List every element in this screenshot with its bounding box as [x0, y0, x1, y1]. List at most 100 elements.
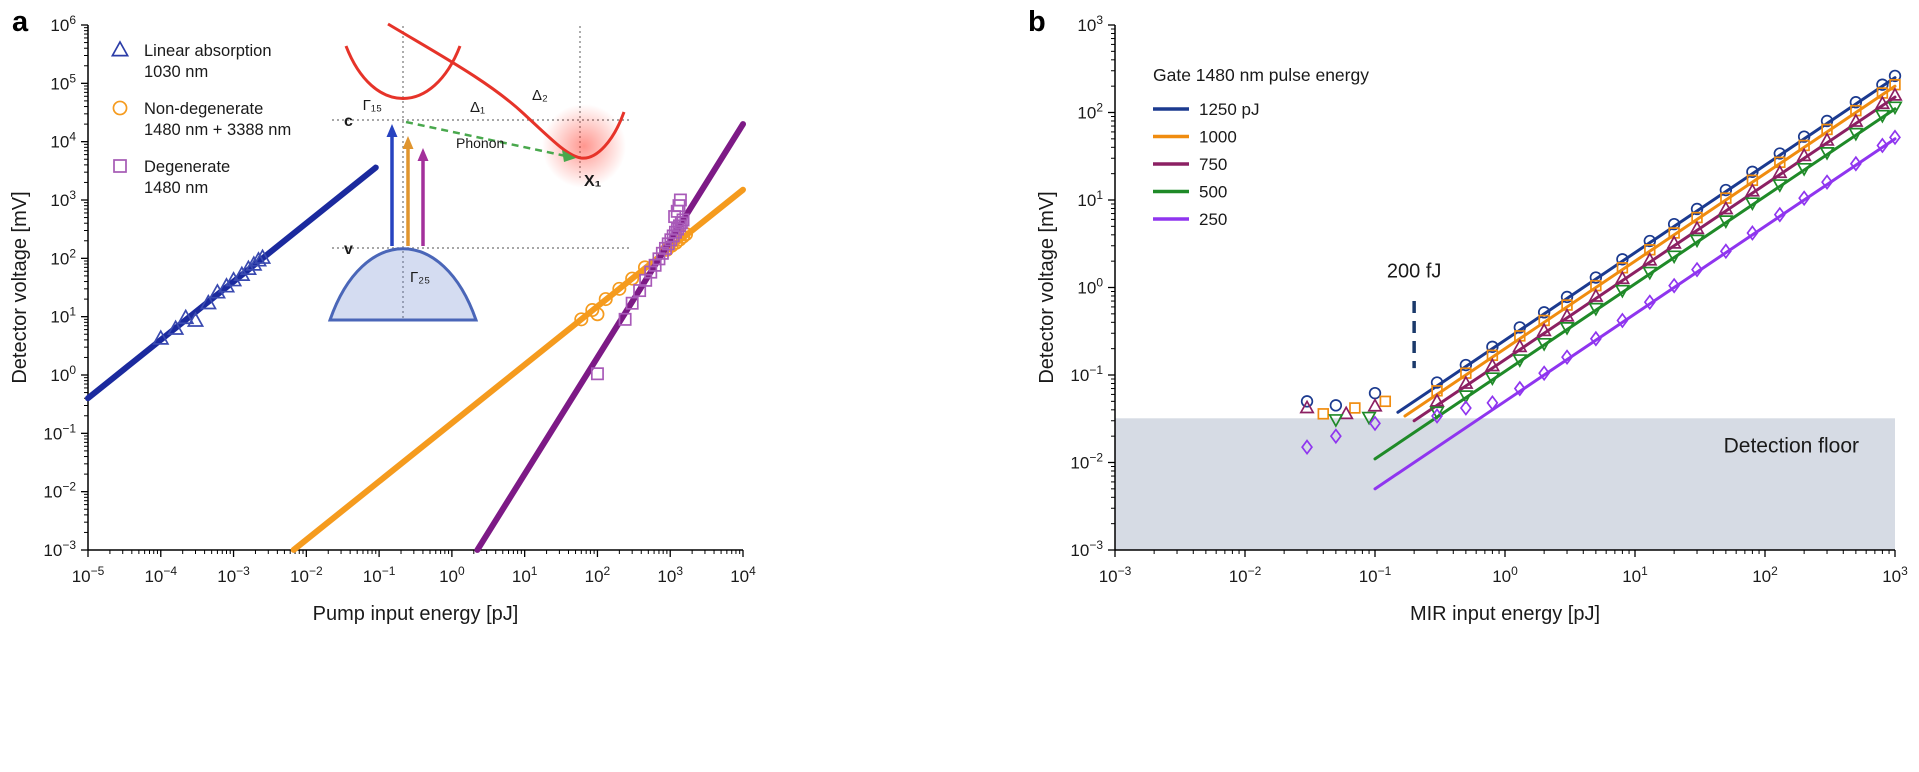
data-point [1689, 220, 1705, 235]
data-point [1430, 376, 1444, 389]
data-point [644, 265, 658, 279]
data-point [1718, 200, 1734, 215]
data-point [1667, 217, 1681, 231]
fit-line [85, 164, 379, 402]
gamma25-label: Γ₂₅ [410, 269, 430, 286]
data-point [664, 233, 678, 247]
svg-text:102: 102 [585, 564, 611, 586]
phonon-label: Phonon [456, 135, 504, 151]
svg-text:103: 103 [1882, 564, 1908, 586]
data-point [1379, 395, 1392, 408]
data-point [1614, 270, 1631, 285]
data-point [1772, 164, 1788, 179]
svg-text:100: 100 [50, 363, 76, 385]
series-degenerate-1480-nm [474, 121, 746, 553]
detection-floor-label: Detection floor [1724, 435, 1859, 458]
data-point [1367, 397, 1383, 412]
series-gate-750-pj [1299, 87, 1903, 423]
data-point [1719, 243, 1732, 260]
legend-entry-label: 1480 nm [144, 179, 208, 197]
c-label: c [344, 113, 353, 130]
annotation-200fj-label: 200 fJ [1387, 261, 1441, 283]
data-point [199, 293, 217, 310]
series-linear-absorption-1030-nm [85, 164, 379, 402]
legend-entry-label: 250 [1199, 210, 1227, 229]
series-gate-1250-pj [1300, 69, 1902, 414]
data-point [1459, 358, 1473, 372]
data-point [1459, 400, 1472, 416]
svg-text:10−2: 10−2 [1229, 564, 1262, 586]
delta2-label: Δ₂ [532, 87, 548, 104]
data-point [1317, 408, 1329, 420]
axes [87, 25, 743, 551]
data-point [1329, 428, 1342, 445]
data-point [598, 292, 613, 307]
data-point [1798, 190, 1811, 207]
legend-entry-label: 1480 nm + 3388 nm [144, 121, 291, 139]
svg-text:102: 102 [50, 246, 76, 268]
data-point [1772, 179, 1788, 193]
data-point [1642, 266, 1658, 281]
svg-text:10−3: 10−3 [1099, 564, 1132, 586]
legend-entry-label: 1250 pJ [1199, 100, 1260, 119]
data-point [1329, 399, 1343, 412]
series-non-degenerate-1480-nm-3388-nm [290, 186, 746, 553]
data-point [253, 248, 272, 264]
fit-line [1403, 84, 1897, 418]
data-point [1643, 294, 1656, 311]
data-point [1691, 261, 1703, 278]
data-point [1458, 390, 1474, 404]
svg-text:105: 105 [50, 71, 76, 93]
annotation-200fj: 200 fJ [1387, 261, 1441, 369]
data-point [612, 281, 627, 296]
svg-text:102: 102 [1752, 564, 1778, 586]
data-point [1848, 127, 1864, 142]
legend-entry-label: 1000 [1199, 128, 1237, 147]
svg-text:103: 103 [1077, 13, 1103, 35]
data-point [1849, 96, 1863, 109]
legend-entry-label: 1030 nm [144, 63, 208, 81]
data-point [1614, 284, 1631, 299]
data-point [249, 251, 268, 267]
data-point [239, 259, 257, 275]
svg-text:10−3: 10−3 [43, 538, 76, 560]
legend: Gate 1480 nm pulse energy 1250 pJ 1000 750 5… [1153, 65, 1369, 229]
series-gate-250-pj [1301, 129, 1901, 491]
data-point [1588, 288, 1604, 302]
data-point [1338, 405, 1354, 420]
data-point [1744, 182, 1761, 197]
data-point [1773, 206, 1786, 223]
conduction-band-x [387, 22, 626, 160]
svg-text:10−1: 10−1 [363, 564, 396, 586]
v-label: v [344, 241, 353, 258]
conduction-band-gamma [344, 45, 462, 100]
svg-text:10−3: 10−3 [217, 564, 250, 586]
legend-entry-label: Degenerate [144, 158, 230, 176]
svg-text:103: 103 [657, 564, 683, 586]
svg-text:10−4: 10−4 [144, 564, 177, 586]
data-point [574, 312, 589, 327]
fit-line [1373, 107, 1897, 461]
legend-entry-label: 750 [1199, 155, 1227, 174]
legend-entry-label: 500 [1199, 183, 1227, 202]
x-axis-label: Pump input energy [pJ] [313, 603, 519, 625]
data-point [1560, 290, 1574, 304]
data-point [224, 271, 243, 287]
svg-text:10−1: 10−1 [43, 421, 76, 443]
data-point [1689, 234, 1705, 249]
data-point [1537, 306, 1551, 319]
svg-text:101: 101 [512, 564, 538, 586]
data-point [625, 296, 639, 310]
data-point [1588, 302, 1604, 317]
data-point [1429, 393, 1445, 407]
data-point [1458, 375, 1474, 389]
gamma15-label: Γ₁₅ [363, 97, 382, 114]
data-point [1666, 250, 1682, 265]
data-point [1744, 197, 1761, 212]
data-point [1369, 415, 1381, 432]
data-point [110, 40, 130, 57]
data-point [1486, 394, 1499, 411]
band-structure-inset: Γ₁₅ Δ₂ Δ₁ Phonon c v Γ₂₅ X₁ [327, 22, 630, 322]
data-point [1513, 380, 1526, 397]
data-point [1536, 322, 1552, 337]
